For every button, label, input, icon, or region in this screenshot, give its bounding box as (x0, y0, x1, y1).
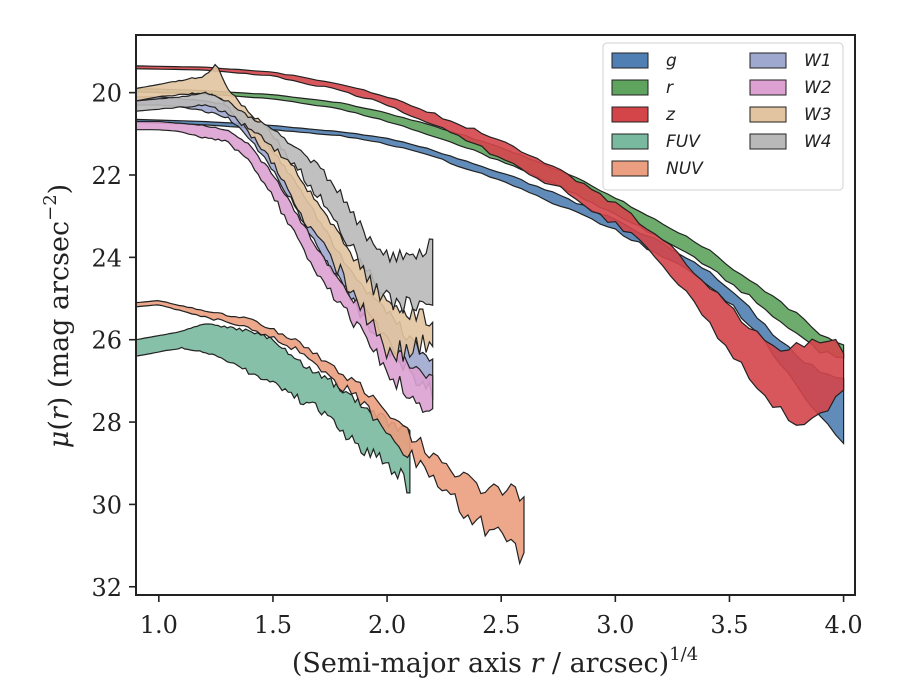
legend-label-r: r (666, 78, 674, 98)
x-tick-label: 2.5 (482, 611, 520, 639)
legend-label-g: g (666, 51, 677, 71)
y-tick-label: 22 (91, 162, 122, 190)
legend: grz FUV NUV W1 W2 W3 W4 (602, 42, 844, 191)
x-tick-label: 1.5 (254, 611, 292, 639)
y-tick-label: 28 (91, 409, 122, 437)
legend-swatch-w2 (749, 79, 787, 96)
legend-label-w2: W2 (804, 78, 832, 98)
legend-swatch-w4 (749, 133, 787, 150)
x-tick-label: 1.0 (140, 611, 178, 639)
legend-label-nuv: NUV (666, 159, 704, 179)
band-nuv (135, 299, 525, 566)
y-tick-label: 24 (91, 244, 122, 272)
y-tick-label: 30 (91, 491, 122, 519)
legend-swatch-z (611, 106, 649, 123)
legend-swatch-g (611, 52, 649, 69)
x-tick-label: 3.0 (596, 611, 634, 639)
band-z (135, 65, 845, 426)
x-tick-label: 4.0 (825, 611, 863, 639)
legend-swatch-w1 (749, 52, 787, 69)
legend-swatch-r (611, 79, 649, 96)
band-w4 (135, 91, 434, 314)
plot-frame (135, 34, 856, 596)
band-w2 (135, 120, 434, 414)
legend-label-w3: W3 (804, 105, 832, 125)
x-tick-label: 2.0 (368, 611, 406, 639)
legend-label-fuv: FUV (666, 132, 701, 152)
x-axis-label: (Semi-major axis r / arcsec)1/4 (292, 644, 698, 679)
y-axis-label: μ(r) (mag arcsec−2) (40, 184, 75, 448)
legend-swatch-fuv (611, 133, 649, 150)
legend-label-w1: W1 (804, 51, 832, 71)
legend-label-z: z (665, 105, 676, 125)
band-fuv (135, 323, 411, 494)
series-layer (135, 63, 845, 566)
legend-label-w4: W4 (804, 132, 832, 152)
ticks-layer: 1.0 1.5 2.0 2.5 3.0 3.5 4.0 20 22 24 26 28 30 32 (91, 80, 862, 639)
y-tick-label: 26 (91, 327, 122, 355)
x-tick-label: 3.5 (710, 611, 748, 639)
legend-swatch-w3 (749, 106, 787, 123)
y-tick-label: 20 (91, 80, 122, 108)
y-tick-label: 32 (91, 574, 122, 602)
band-g (135, 118, 845, 446)
legend-swatch-nuv (611, 160, 649, 177)
